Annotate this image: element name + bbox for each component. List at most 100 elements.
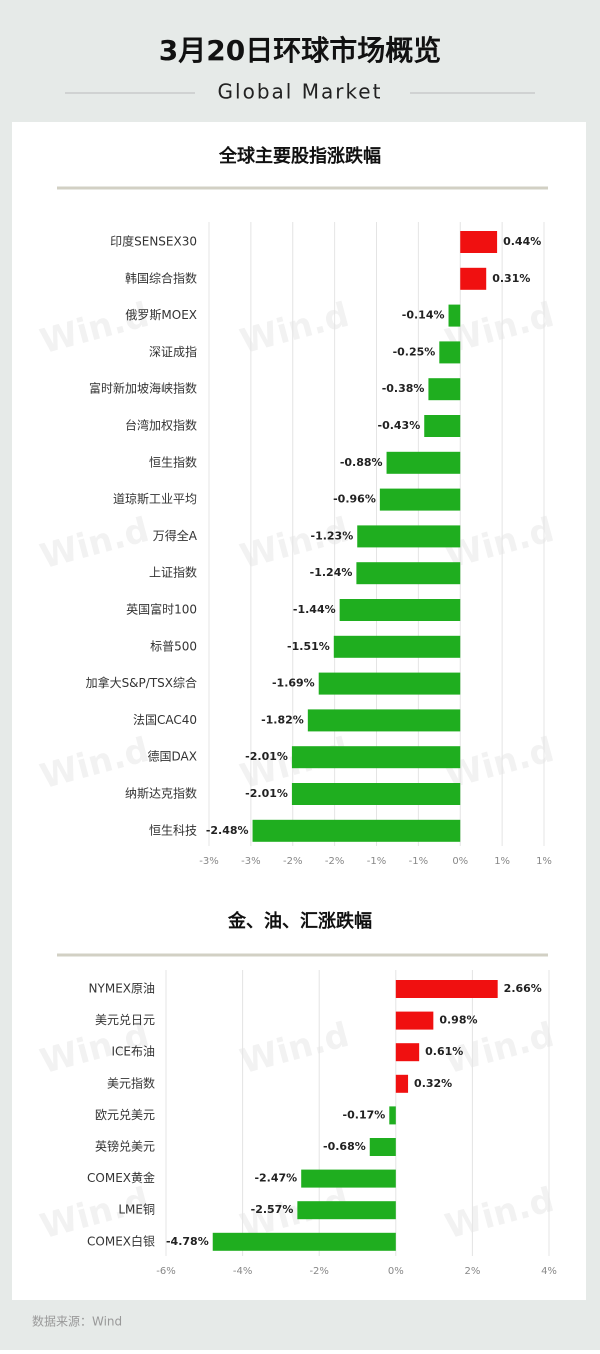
value-label: -2.01%: [245, 787, 288, 800]
bar: [389, 1106, 396, 1125]
bar: [428, 378, 461, 401]
category-label: 俄罗斯MOEX: [125, 308, 197, 322]
bar: [424, 415, 461, 437]
value-label: 2.66%: [504, 982, 542, 995]
category-label: ICE布油: [111, 1045, 155, 1059]
category-label: 万得全A: [153, 528, 198, 543]
category-label: 加拿大S&P/TSX综合: [86, 675, 197, 690]
value-label: -2.48%: [206, 824, 249, 837]
category-label: 德国DAX: [148, 749, 197, 764]
value-label: 0.61%: [425, 1045, 463, 1058]
value-label: 0.44%: [503, 235, 541, 248]
bar: [395, 1074, 409, 1093]
category-label: LME铜: [118, 1202, 155, 1217]
x-tick-label: -2%: [283, 856, 302, 867]
value-label: -1.82%: [261, 713, 304, 726]
bar: [460, 231, 498, 253]
bar: [297, 1201, 396, 1220]
value-label: -0.88%: [340, 456, 383, 469]
bar: [448, 304, 461, 327]
x-tick-label: -3%: [241, 856, 260, 867]
x-tick-label: 2%: [464, 1266, 480, 1277]
x-tick-label: 0%: [388, 1266, 404, 1277]
bar: [395, 1011, 434, 1030]
value-label: -1.44%: [293, 603, 336, 616]
category-label: 法国CAC40: [133, 713, 197, 727]
category-label: 恒生科技: [149, 823, 197, 837]
category-label: 标普500: [150, 639, 197, 653]
category-label: 上证指数: [149, 565, 197, 580]
value-label: -1.51%: [287, 640, 330, 653]
source: 数据来源：Wind: [32, 1314, 122, 1329]
bar: [439, 341, 461, 364]
chart-title: 金、油、汇涨跌幅: [227, 910, 372, 932]
value-label: -2.01%: [245, 750, 288, 763]
value-label: -0.43%: [378, 419, 421, 432]
card: [12, 122, 586, 1300]
x-tick-label: 1%: [494, 856, 510, 867]
bar: [318, 672, 461, 695]
chart-title: 全球主要股指涨跌幅: [218, 145, 381, 167]
category-label: 英镑兑美元: [95, 1139, 155, 1154]
category-label: 印度SENSEX30: [110, 234, 197, 249]
value-label: -0.96%: [333, 493, 376, 506]
value-label: -1.24%: [310, 566, 353, 579]
value-label: -0.25%: [393, 345, 436, 358]
x-tick-label: -4%: [233, 1266, 252, 1277]
bar: [386, 451, 461, 474]
x-tick-label: -1%: [367, 856, 386, 867]
bar: [307, 709, 461, 732]
bar: [252, 819, 461, 842]
bar: [460, 267, 487, 290]
bar: [369, 1138, 396, 1156]
category-label: 台湾加权指数: [125, 418, 197, 433]
category-label: COMEX黄金: [87, 1170, 155, 1185]
x-tick-label: -2%: [309, 1266, 328, 1277]
value-label: -2.47%: [254, 1172, 297, 1185]
bar: [291, 746, 461, 769]
bar: [339, 599, 461, 621]
page-title: 3月20日环球市场概览: [159, 34, 441, 67]
value-label: -0.17%: [343, 1108, 386, 1121]
value-label: -1.69%: [272, 677, 315, 690]
value-label: 0.31%: [492, 272, 530, 285]
category-label: 英国富时100: [126, 602, 197, 617]
bar: [395, 1043, 420, 1062]
value-label: 0.32%: [414, 1077, 452, 1090]
category-label: 美元指数: [107, 1075, 155, 1090]
category-label: 欧元兑美元: [95, 1108, 155, 1122]
category-label: 恒生指数: [149, 454, 197, 469]
bar: [291, 783, 461, 805]
bar: [379, 488, 461, 511]
category-label: COMEX白银: [87, 1233, 155, 1248]
page-subtitle: Global Market: [218, 80, 383, 104]
value-label: -2.57%: [251, 1203, 294, 1216]
category-label: 深证成指: [149, 344, 197, 359]
x-tick-label: -2%: [325, 856, 344, 867]
bar: [356, 562, 461, 585]
category-label: 纳斯达克指数: [125, 786, 197, 801]
category-label: 富时新加坡海峡指数: [89, 381, 197, 396]
category-label: 道琼斯工业平均: [113, 491, 197, 506]
category-label: NYMEX原油: [89, 982, 155, 996]
x-tick-label: 1%: [536, 856, 552, 867]
value-label: 0.98%: [439, 1014, 477, 1027]
value-label: -0.38%: [382, 382, 425, 395]
x-tick-label: -1%: [409, 856, 428, 867]
bar: [212, 1232, 396, 1251]
value-label: -0.14%: [402, 309, 445, 322]
category-label: 美元兑日元: [95, 1013, 155, 1027]
category-label: 韩国综合指数: [125, 270, 197, 285]
x-tick-label: -6%: [156, 1266, 175, 1277]
value-label: -4.78%: [166, 1235, 209, 1248]
value-label: -1.23%: [311, 529, 354, 542]
bar: [301, 1169, 396, 1188]
bar: [333, 635, 461, 658]
value-label: -0.68%: [323, 1140, 366, 1153]
x-tick-label: 4%: [541, 1266, 557, 1277]
bar: [395, 980, 498, 998]
bar: [357, 525, 461, 548]
x-tick-label: 0%: [452, 856, 468, 867]
x-tick-label: -3%: [199, 856, 218, 867]
